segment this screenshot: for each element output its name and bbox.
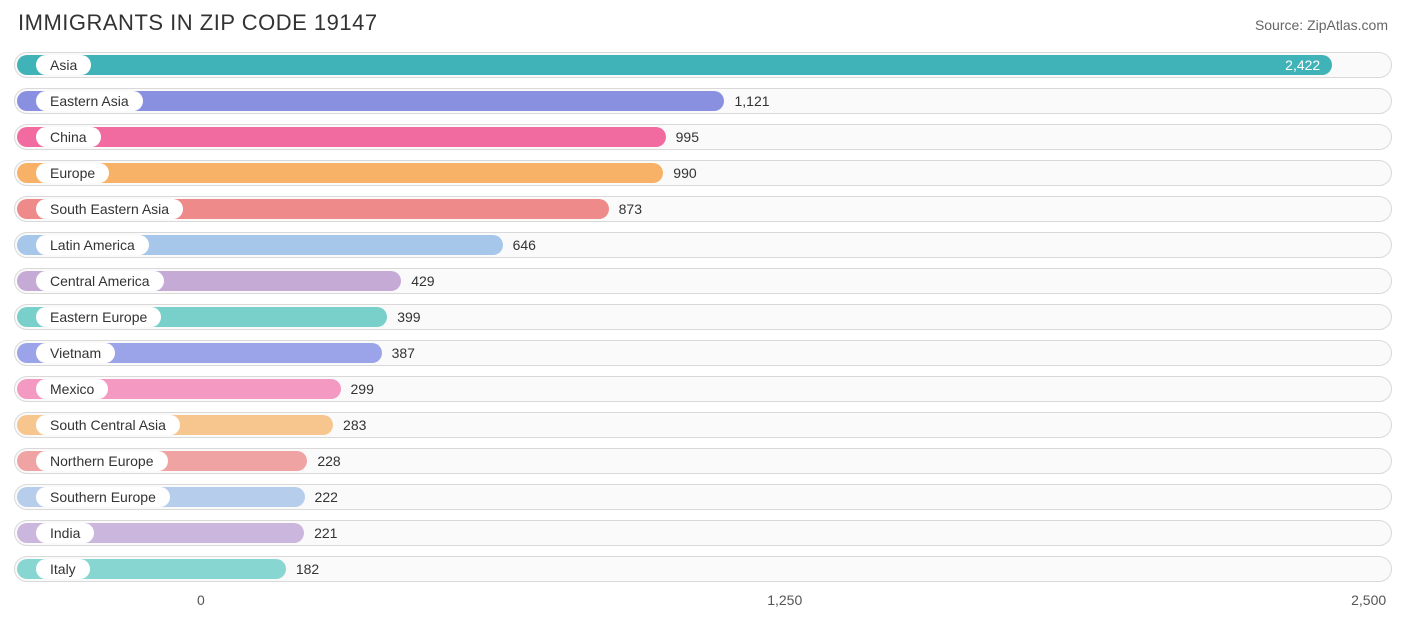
bar-value: 1,121 (734, 88, 769, 114)
bar-row: Mexico 299 (14, 376, 1392, 402)
bar-row: India 221 (14, 520, 1392, 546)
bar-row: Italy 182 (14, 556, 1392, 582)
bar-row: Central America 429 (14, 268, 1392, 294)
bar-label: Asia (50, 57, 77, 73)
plot-area: Asia 2,422 Eastern Asia 1,121 China 995 Europe… (14, 52, 1392, 582)
bar-label: Latin America (50, 237, 135, 253)
bar (17, 55, 1332, 75)
bar-label: Europe (50, 165, 95, 181)
bar-row: Southern Europe 222 (14, 484, 1392, 510)
chart-title: IMMIGRANTS IN ZIP CODE 19147 (18, 10, 378, 36)
bar-value: 299 (351, 376, 374, 402)
bar-label-pill: Eastern Asia (36, 91, 143, 111)
bar-label-pill: Southern Europe (36, 487, 170, 507)
bar-label: Northern Europe (50, 453, 154, 469)
bar-value: 182 (296, 556, 319, 582)
bar-value: 873 (619, 196, 642, 222)
bar-label-pill: Vietnam (36, 343, 115, 363)
bar-label-pill: Europe (36, 163, 109, 183)
bar-row: South Eastern Asia 873 (14, 196, 1392, 222)
bar-label-pill: Eastern Europe (36, 307, 161, 327)
x-axis-tick: 1,250 (767, 592, 802, 608)
x-axis: 0 1,250 2,500 (14, 592, 1392, 622)
bar-value: 387 (392, 340, 415, 366)
bar-row: Eastern Asia 1,121 (14, 88, 1392, 114)
bar-row: Eastern Europe 399 (14, 304, 1392, 330)
bar-value: 399 (397, 304, 420, 330)
bar-label-pill: Northern Europe (36, 451, 168, 471)
bar-label: Eastern Asia (50, 93, 129, 109)
bar-row: Latin America 646 (14, 232, 1392, 258)
bar-label: Mexico (50, 381, 94, 397)
bar-row: China 995 (14, 124, 1392, 150)
bar-label: Eastern Europe (50, 309, 147, 325)
chart-container: IMMIGRANTS IN ZIP CODE 19147 Source: Zip… (0, 0, 1406, 643)
bar (17, 127, 666, 147)
bar-row: Europe 990 (14, 160, 1392, 186)
bar-label: Vietnam (50, 345, 101, 361)
bar-label: South Eastern Asia (50, 201, 169, 217)
bar-row: South Central Asia 283 (14, 412, 1392, 438)
bar-value: 2,422 (1285, 52, 1320, 78)
x-axis-tick: 0 (197, 592, 205, 608)
bar-value: 646 (513, 232, 536, 258)
bar-value: 429 (411, 268, 434, 294)
bar-value: 283 (343, 412, 366, 438)
bar-value: 228 (317, 448, 340, 474)
bar-row: Northern Europe 228 (14, 448, 1392, 474)
bar-label-pill: Latin America (36, 235, 149, 255)
bar-label-pill: South Central Asia (36, 415, 180, 435)
x-axis-tick: 2,500 (1351, 592, 1386, 608)
bar-label-pill: South Eastern Asia (36, 199, 183, 219)
bar-label: Southern Europe (50, 489, 156, 505)
bar-label-pill: Central America (36, 271, 164, 291)
bar-label-pill: Mexico (36, 379, 108, 399)
bar-label-pill: China (36, 127, 101, 147)
bar-label: China (50, 129, 87, 145)
bar-label: South Central Asia (50, 417, 166, 433)
bar-label-pill: India (36, 523, 94, 543)
bar-value: 995 (676, 124, 699, 150)
bar-value: 221 (314, 520, 337, 546)
chart-header: IMMIGRANTS IN ZIP CODE 19147 Source: Zip… (14, 10, 1392, 36)
bar-label: Italy (50, 561, 76, 577)
bar-row: Asia 2,422 (14, 52, 1392, 78)
bar-row: Vietnam 387 (14, 340, 1392, 366)
bar-label: India (50, 525, 80, 541)
bar-label: Central America (50, 273, 150, 289)
bar-label-pill: Italy (36, 559, 90, 579)
bar-value: 990 (673, 160, 696, 186)
bar (17, 163, 663, 183)
bar-value: 222 (315, 484, 338, 510)
bar-label-pill: Asia (36, 55, 91, 75)
chart-source: Source: ZipAtlas.com (1255, 17, 1388, 33)
